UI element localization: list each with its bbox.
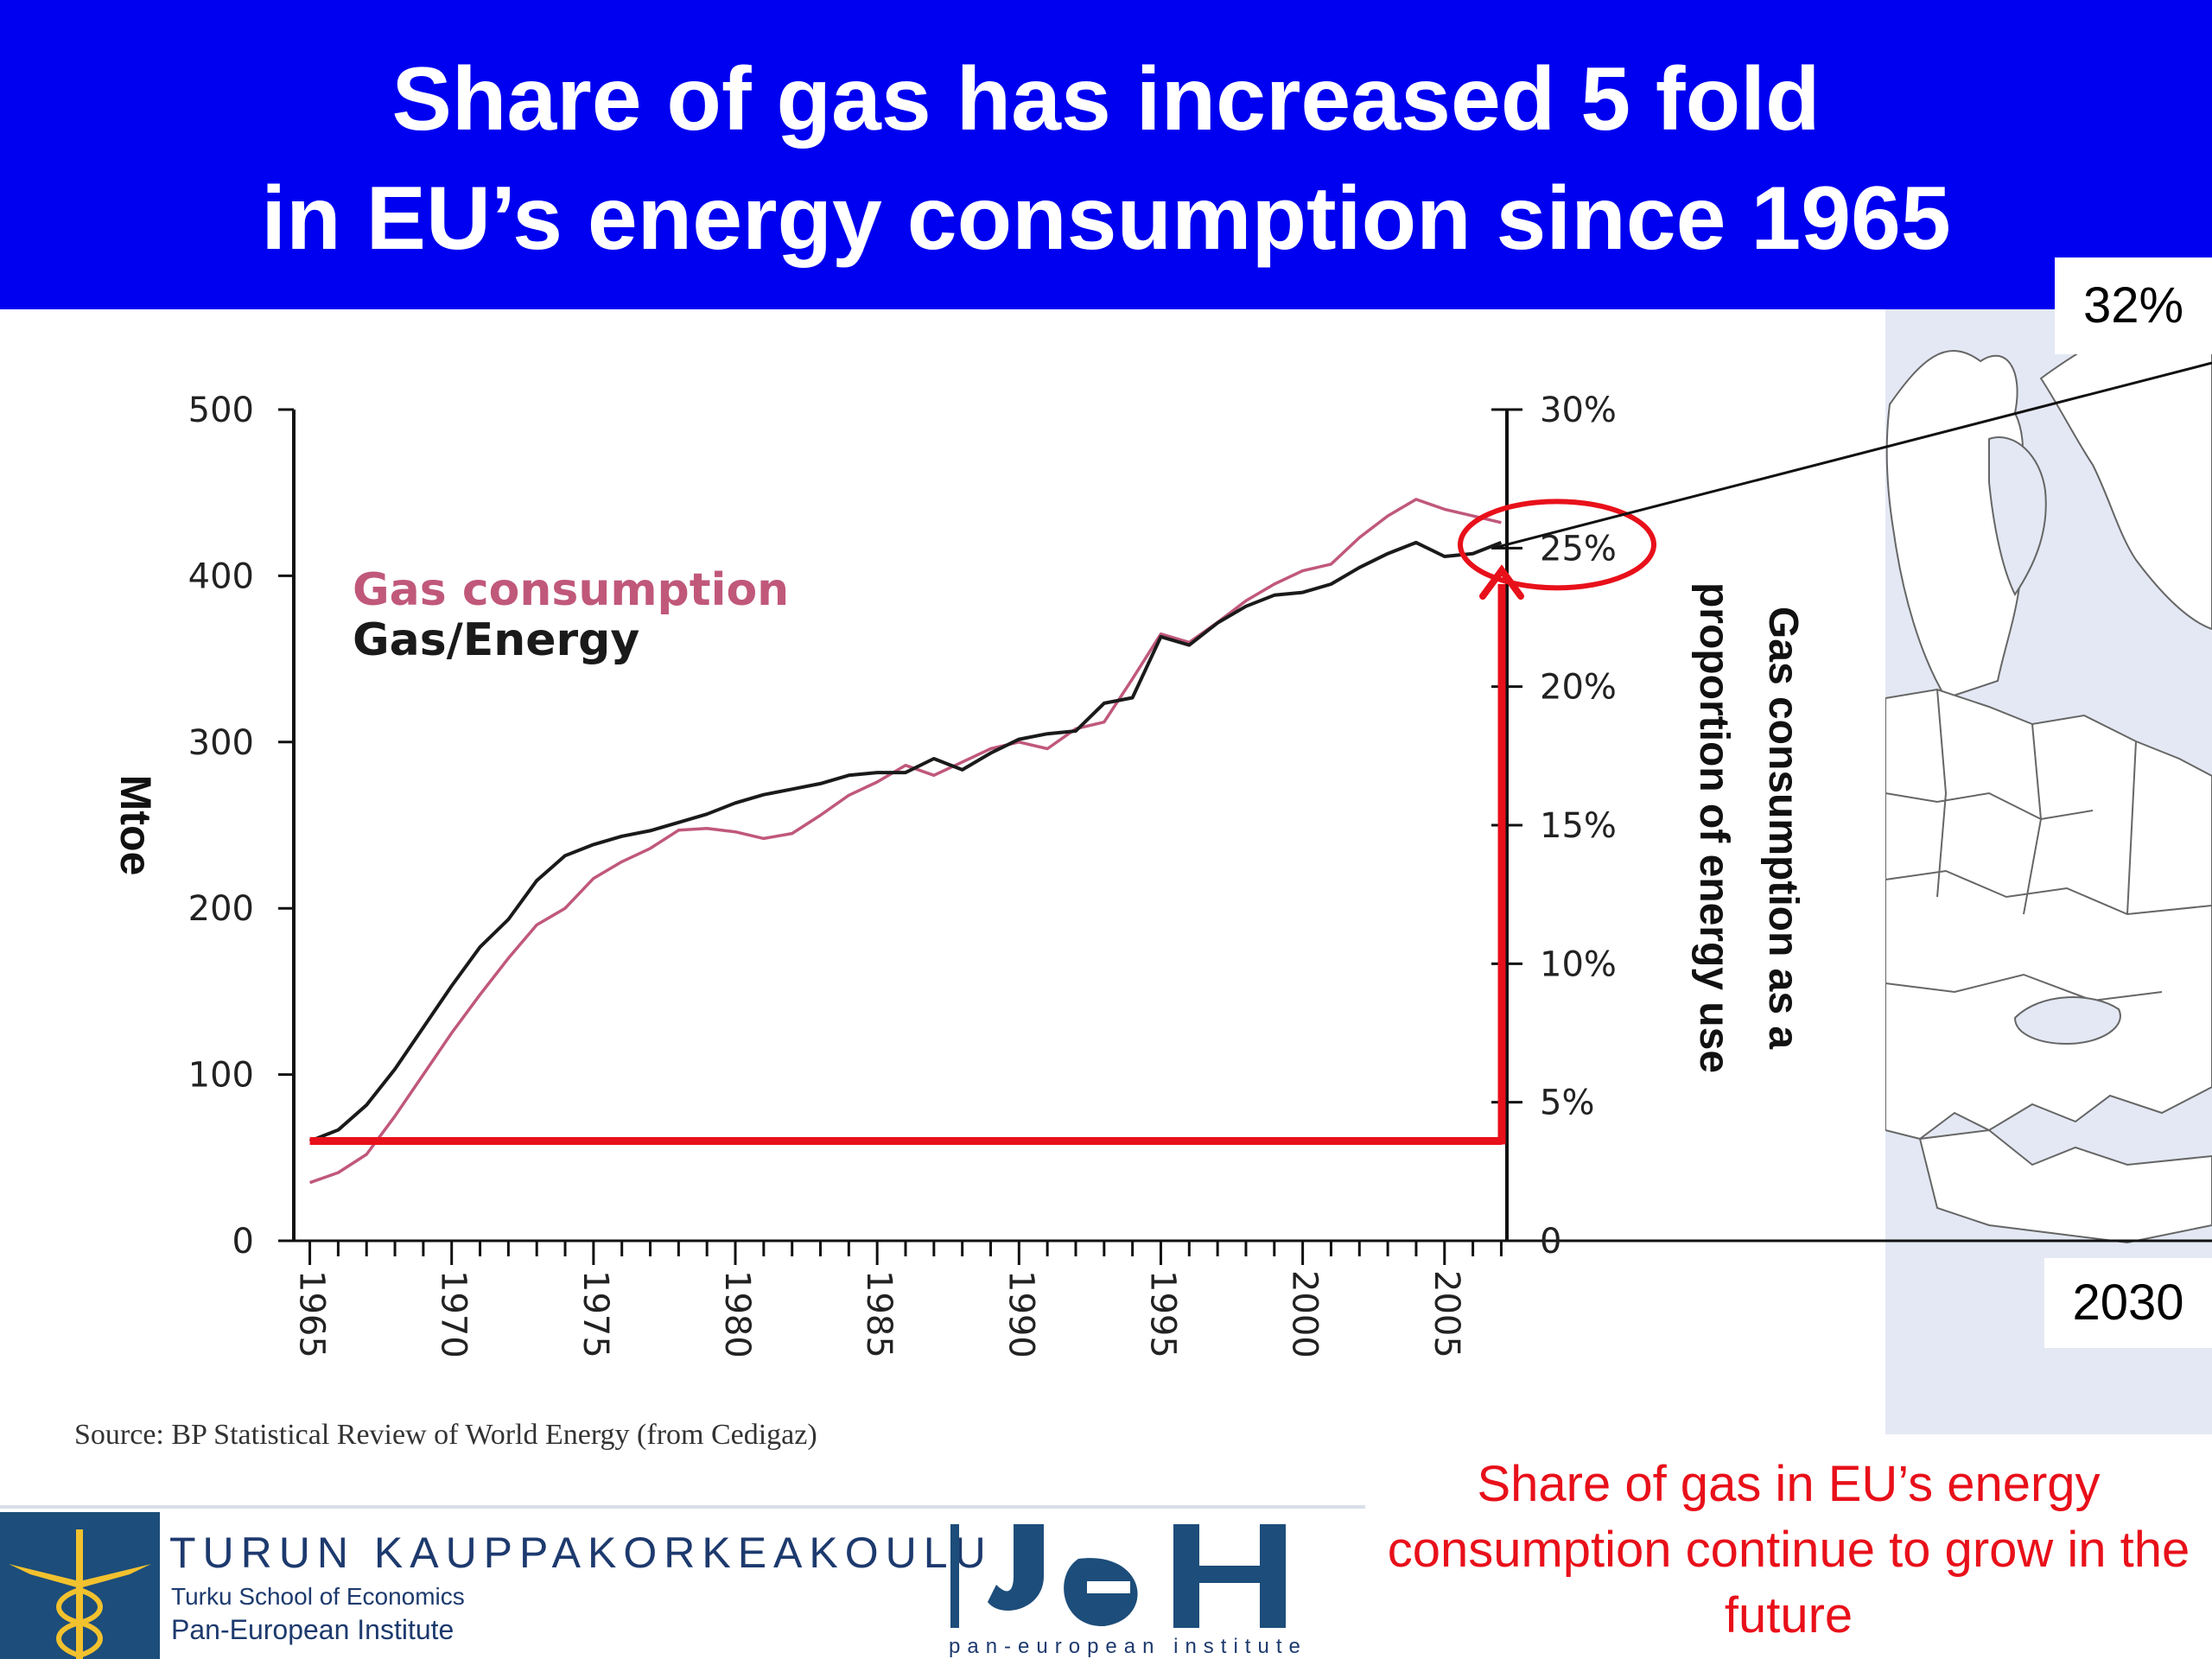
projection-line: [1492, 361, 2212, 550]
gas-chart: 0 100 200 300 400 500 0 5% 10% 15% 20% 25% 30% 1965 19…: [111, 361, 2212, 1358]
y-tick-label-right: 15%: [1540, 806, 1617, 846]
tse-logo-name: TURUN KAUPPAKORKEAKOULU: [169, 1529, 993, 1577]
europe-map-outline: [1885, 308, 2212, 1244]
slide-title-line-2: in EU’s energy consumption since 1965: [261, 168, 1951, 269]
legend-gas-consumption: Gas consumption: [353, 564, 789, 616]
x-tick-label: 2000: [1285, 1270, 1325, 1358]
y-tick-label-left: 0: [232, 1222, 254, 1262]
y-tick-label-right: 5%: [1540, 1084, 1594, 1123]
x-tick-label: 1975: [575, 1270, 615, 1358]
y-tick-label-left: 200: [188, 889, 254, 929]
series-line-gas-consumption: [309, 498, 1502, 1185]
x-tick-label: 1995: [1142, 1270, 1182, 1358]
footer-divider: [0, 1505, 1365, 1509]
future-note: Share of gas in EU’s energy consumption …: [1387, 1456, 2190, 1643]
x-tick-label: 1985: [859, 1270, 899, 1358]
projection-share-callout: 32%: [2055, 257, 2212, 354]
projection-year-callout: 2030: [2044, 1258, 2212, 1348]
legend-gas-energy: Gas/Energy: [353, 614, 639, 666]
growth-arrow-head: [1479, 564, 1524, 600]
y-axis-title-left: Mtoe: [111, 775, 160, 876]
tse-logo-subtitle: Turku School of Economics: [171, 1583, 465, 1610]
y-tick-label-right: 0: [1540, 1222, 1561, 1262]
slide-title-line-1: Share of gas has increased 5 fold: [391, 49, 1821, 149]
y-axis-title-right: proportion of energy use: [1691, 582, 1737, 1073]
pei-logo-text: pan-european institute: [949, 1635, 1307, 1658]
y-tick-label-left: 400: [188, 556, 254, 596]
x-tick-label: 1980: [717, 1270, 757, 1358]
chart-source: Source: BP Statistical Review of World E…: [74, 1419, 817, 1451]
y-tick-label-right: 30%: [1540, 391, 1617, 430]
x-tick-label: 1970: [434, 1270, 474, 1358]
y-tick-label-right: 10%: [1540, 944, 1617, 984]
y-tick-label-right: 20%: [1540, 668, 1617, 708]
footer-logos: TURUN KAUPPAKORKEAKOULU Turku School of …: [0, 1512, 1348, 1659]
x-tick-label: 2005: [1427, 1270, 1466, 1358]
pei-logo-mark: [950, 1524, 1286, 1628]
series-line-gas-energy: [308, 540, 1503, 1143]
title-banner: Share of gas has increased 5 fold in EU’…: [0, 0, 2212, 309]
y-tick-label-right: 25%: [1540, 529, 1617, 569]
caduceus-logo: [0, 1512, 160, 1659]
y-tick-label-left: 100: [188, 1056, 254, 1096]
y-tick-label-left: 300: [188, 723, 254, 763]
y-axis-title-right: Gas consumption as a: [1760, 607, 1806, 1049]
highlight-circle: [1458, 499, 1656, 591]
x-tick-label: 1990: [1001, 1270, 1040, 1358]
pei-logo-subtitle: Pan-European Institute: [171, 1614, 454, 1645]
x-tick-label: 1965: [292, 1270, 332, 1358]
europe-map: [1885, 308, 2212, 1434]
y-tick-label-left: 500: [188, 391, 254, 430]
